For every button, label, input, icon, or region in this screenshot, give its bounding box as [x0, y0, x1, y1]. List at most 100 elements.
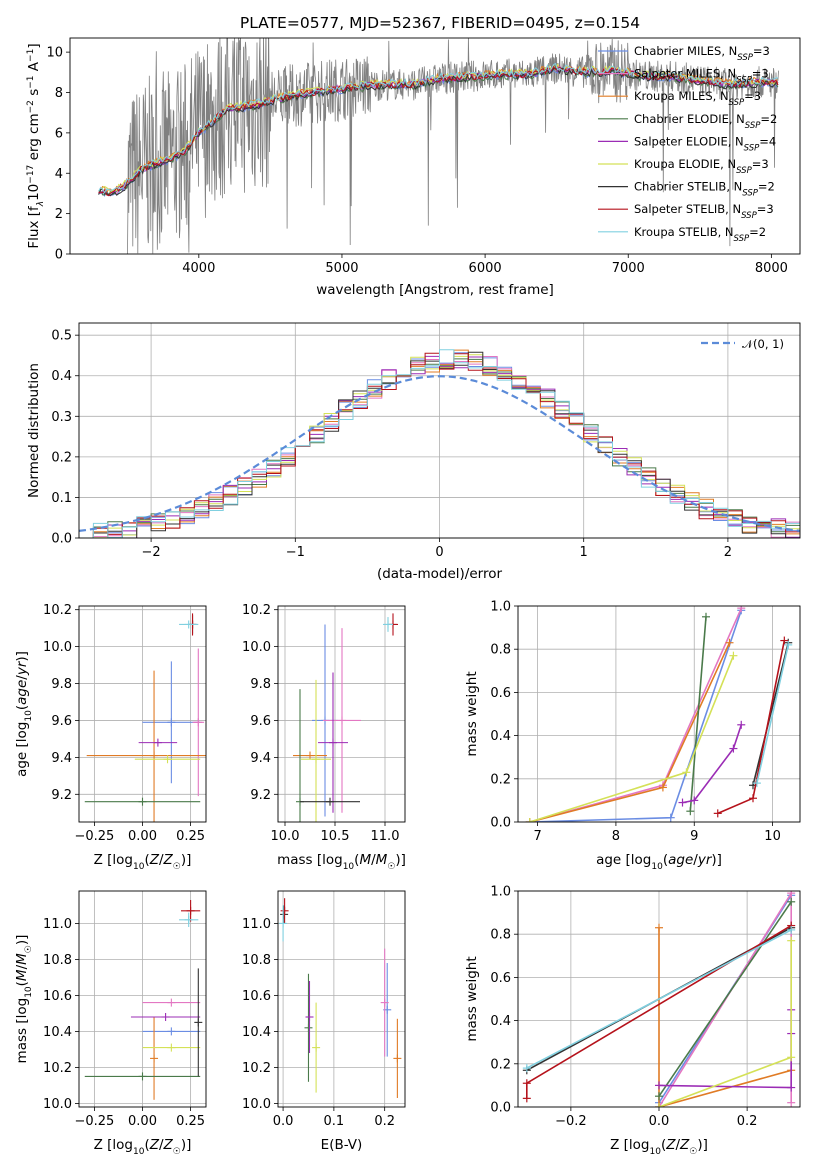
mass_vs_ebv-ytick-label: 10.4 — [242, 1025, 271, 1040]
weight_vs_age-xtick-label: 9 — [690, 829, 698, 844]
spectrum-xtick-label: 6000 — [469, 261, 502, 276]
normal-legend-label: 𝒩(0, 1) — [742, 337, 784, 351]
residuals-frame — [78, 322, 801, 539]
weight-vs-Z-ylabel: mass weight — [464, 956, 480, 1041]
age_vs_mass-xtick-label: 11.0 — [371, 829, 400, 844]
mass_vs_Z-frame — [78, 890, 207, 1108]
errorbar-point — [380, 948, 389, 1057]
spectrum-xtick-label: 8000 — [755, 261, 788, 276]
spectrum-xtick-label: 5000 — [325, 261, 358, 276]
mass_vs_Z-xtick-label: 0.00 — [128, 1114, 157, 1129]
age_vs_mass-ytick-label: 10.0 — [242, 640, 271, 655]
errorbar-point — [130, 1013, 201, 1021]
residuals-ytick-label: 0.5 — [51, 329, 72, 344]
residuals-xtick-label: 2 — [724, 545, 732, 560]
age_vs_Z-ytick-label: 9.8 — [51, 677, 72, 692]
weight-line-chabrier-elodie — [658, 901, 792, 1097]
errorbar-point — [179, 912, 199, 927]
errorbar-point — [300, 797, 360, 806]
errorbar-point — [318, 672, 348, 813]
spectrum-ytick-label: 0 — [55, 248, 63, 263]
age_vs_mass-xtick-label: 10.5 — [321, 829, 350, 844]
spectrum-axes: 4000 5000 6000 7000 8000 0 2 4 6 8 10 — [46, 46, 787, 276]
weight_vs_Z-frame — [517, 890, 801, 1108]
weight_vs_age-ytick-label: 0.6 — [490, 686, 511, 701]
spectrum-xlabel: wavelength [Angstrom, rest frame] — [316, 282, 554, 298]
mass_vs_ebv-frame — [277, 890, 406, 1108]
residuals-xtick-label: −1 — [286, 545, 305, 560]
age_vs_mass-ytick-label: 9.2 — [250, 788, 271, 803]
errorbar-point — [84, 1072, 201, 1081]
weight_vs_Z-ytick-label: 0.0 — [490, 1101, 511, 1116]
weight_vs_Z-xtick-label: −0.2 — [555, 1114, 587, 1129]
weight_vs_age-ytick-label: 1.0 — [490, 600, 511, 615]
residuals-ytick-label: 0.2 — [51, 450, 72, 465]
mass_vs_Z-xtick-label: 0.25 — [176, 1114, 205, 1129]
weight_vs_age-xtick-label: 7 — [533, 829, 541, 844]
residuals-xtick-label: 0 — [435, 545, 443, 560]
mass_vs_ebv-ytick-label: 10.0 — [242, 1097, 271, 1112]
weight-vs-Z-xlabel: Z [log10(Z/Z☉)] — [610, 1137, 708, 1157]
age-vs-Z-ylabel: age [log10(age/yr)] — [14, 651, 34, 777]
age_vs_mass-plot-area — [293, 613, 398, 822]
errorbar-point — [179, 620, 199, 629]
spectrum-ytick-label: 6 — [55, 126, 63, 141]
errorbar-point — [86, 670, 206, 822]
weight_vs_Z-ytick-label: 0.4 — [490, 1014, 511, 1029]
errorbar-point — [280, 898, 289, 924]
residuals-xtick-label: −2 — [142, 545, 161, 560]
weight-line-chabrier-stelib — [752, 642, 790, 786]
errorbar-point — [304, 973, 313, 1082]
mass_vs_Z-plot-area — [84, 900, 203, 1100]
errorbar-point — [142, 1043, 201, 1052]
errorbar-point — [301, 679, 331, 822]
weight-line-salpeter-elodie — [682, 724, 743, 804]
weight_vs_Z-ytick-label: 1.0 — [490, 885, 511, 900]
weight_vs_age-ytick-label: 0.2 — [490, 772, 511, 787]
errorbar-point — [192, 648, 205, 797]
mass_vs_ebv-xtick-label: 0.1 — [324, 1114, 345, 1129]
spectrum-ytick-label: 2 — [55, 207, 63, 222]
age_vs_Z-ytick-label: 9.6 — [51, 714, 72, 729]
errorbar-point — [393, 1018, 402, 1098]
residuals-plot-area — [79, 349, 800, 538]
errorbar-point — [134, 755, 201, 764]
errorbar-point — [150, 1017, 159, 1100]
mass_vs_Z-xtick-label: −0.25 — [74, 1114, 114, 1129]
weight_vs_Z-ytick-label: 0.8 — [490, 928, 511, 943]
spectrum-ylabel: Flux [fλ10−17 erg cm−2 s−1 A−1] — [26, 43, 46, 248]
age_vs_Z-ytick-label: 10.2 — [43, 603, 72, 618]
weight_vs_age-ytick-label: 0.4 — [490, 729, 511, 744]
age_vs_Z-ytick-label: 9.2 — [51, 788, 72, 803]
mass-vs-Z-xlabel: Z [log10(Z/Z☉)] — [94, 1137, 192, 1157]
age_vs_mass-ytick-label: 9.4 — [250, 751, 271, 766]
errorbar-point — [84, 797, 201, 806]
observed-spectrum — [127, 38, 779, 254]
residuals-ytick-label: 0.3 — [51, 410, 72, 425]
mass_vs_Z-ytick-label: 10.4 — [43, 1025, 72, 1040]
residuals-xtick-label: 1 — [580, 545, 588, 560]
weight-line-kroupa-stelib — [756, 644, 790, 784]
errorbar-point — [142, 661, 201, 784]
mass_vs_ebv-ytick-label: 11.0 — [242, 917, 271, 932]
age_vs_Z-xtick-label: −0.25 — [74, 829, 114, 844]
mass-vs-ebv-xlabel: E(B-V) — [321, 1137, 363, 1153]
weight_vs_age-ytick-label: 0.8 — [490, 643, 511, 658]
spectrum-frame — [69, 37, 801, 255]
mass_vs_Z-ytick-label: 11.0 — [43, 917, 72, 932]
errorbar-point — [323, 628, 361, 813]
residuals-ytick-label: 0.1 — [51, 491, 72, 506]
weight_vs_age-ytick-label: 0.0 — [490, 816, 511, 831]
spectrum-xtick-label: 7000 — [612, 261, 645, 276]
errorbar-point — [142, 1027, 201, 1036]
errorbar-point — [138, 738, 178, 747]
weight-line-kroupa-stelib — [526, 929, 792, 1069]
errorbar-point — [142, 998, 201, 1007]
mass_vs_Z-ytick-label: 10.8 — [43, 953, 72, 968]
errorbar-point — [383, 617, 393, 632]
spectrum-plot-area — [98, 38, 779, 254]
age_vs_Z-xtick-label: 0.00 — [128, 829, 157, 844]
residuals-ytick-label: 0.4 — [51, 369, 72, 384]
